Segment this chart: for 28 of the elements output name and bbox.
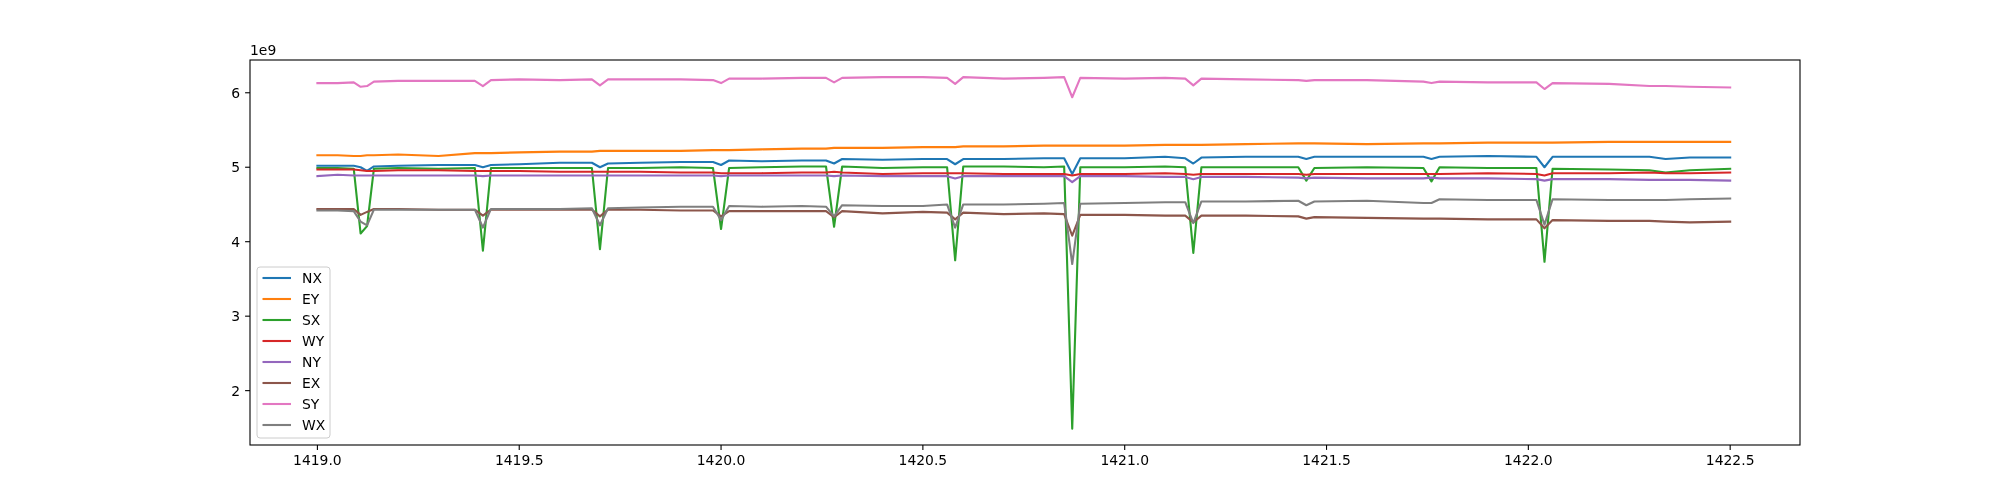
line-series bbox=[316, 207, 1732, 237]
x-tick-label: 1419.5 bbox=[494, 452, 544, 469]
x-tick-label: 1421.0 bbox=[1100, 452, 1150, 469]
y-tick-label: 4 bbox=[231, 233, 241, 250]
x-tick-label: 1422.5 bbox=[1705, 452, 1755, 469]
legend-label: NY bbox=[302, 353, 322, 370]
x-tick-label: 1420.0 bbox=[696, 452, 746, 469]
line-series bbox=[316, 155, 1732, 175]
x-tick-label: 1422.0 bbox=[1504, 452, 1553, 469]
y-tick-label: 2 bbox=[231, 382, 241, 399]
legend-label: SY bbox=[302, 395, 320, 412]
line-series bbox=[316, 197, 1732, 266]
y-tick-label: 6 bbox=[231, 84, 241, 101]
legend-label: NX bbox=[302, 269, 323, 286]
legend-label: WX bbox=[302, 416, 326, 433]
x-tick-label: 1421.5 bbox=[1302, 452, 1351, 469]
legend-label: EX bbox=[302, 374, 321, 391]
y-tick-label: 5 bbox=[231, 159, 241, 176]
legend-label: EY bbox=[302, 290, 320, 307]
line-series bbox=[316, 173, 1732, 184]
y-tick-label: 3 bbox=[231, 308, 241, 325]
x-tick-label: 1420.5 bbox=[898, 452, 948, 469]
legend-label: WY bbox=[302, 332, 325, 349]
x-tick-label: 1419.0 bbox=[293, 452, 342, 469]
line-series bbox=[316, 76, 1732, 99]
line-series bbox=[316, 140, 1732, 158]
text: 1e9 bbox=[250, 42, 277, 58]
legend-label: SX bbox=[302, 311, 321, 328]
